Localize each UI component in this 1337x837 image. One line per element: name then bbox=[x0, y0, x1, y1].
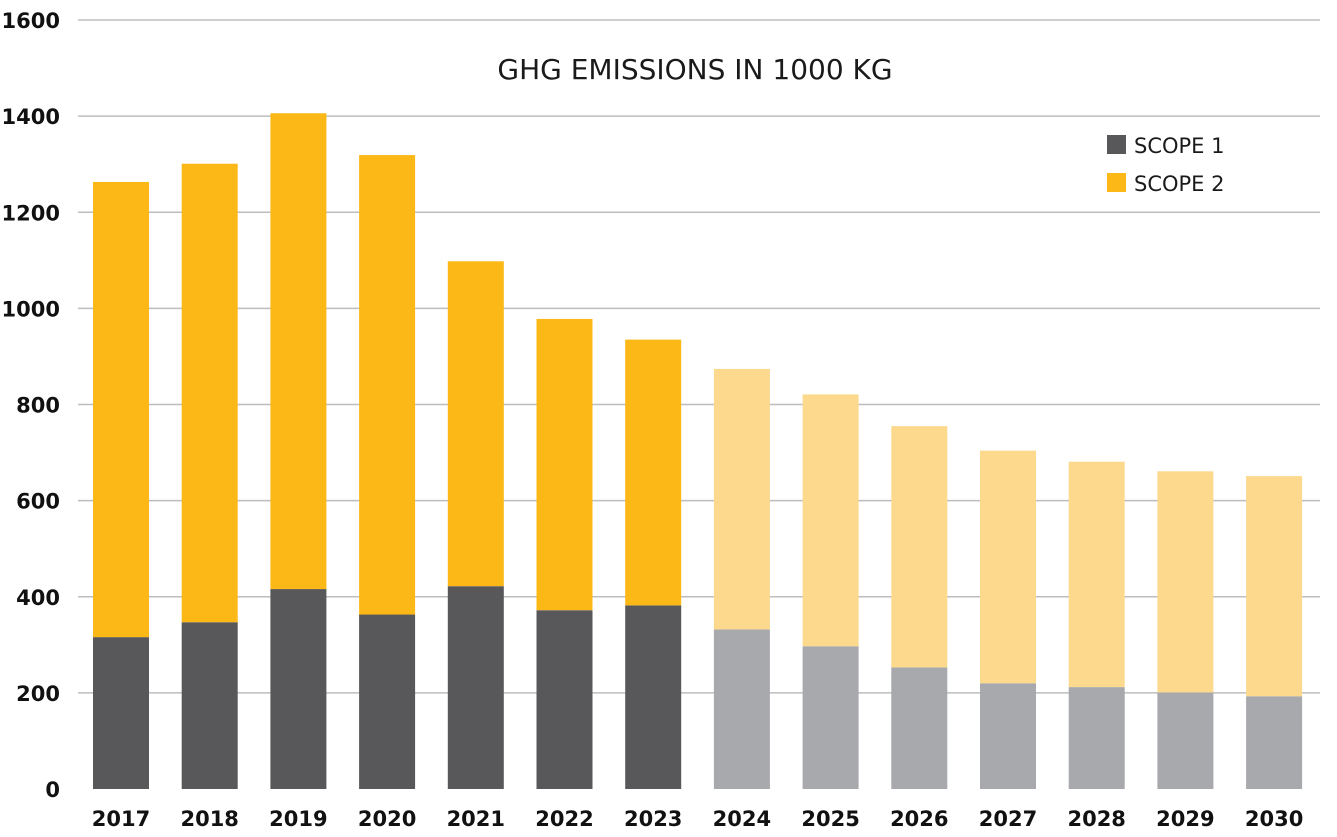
bar-scope-2-2023 bbox=[625, 339, 682, 606]
bar-scope-1-2023 bbox=[625, 605, 682, 789]
legend-label-scope-1: SCOPE 1 bbox=[1134, 134, 1225, 158]
gridlines bbox=[78, 19, 1320, 694]
x-tick-label: 2029 bbox=[1156, 807, 1214, 831]
y-tick-label: 800 bbox=[16, 394, 60, 418]
chart-title: GHG EMISSIONS IN 1000 KG bbox=[497, 53, 892, 86]
x-tick-label: 2018 bbox=[180, 807, 238, 831]
y-tick-label: 200 bbox=[16, 682, 60, 706]
bar-scope-2-2028 bbox=[1068, 461, 1125, 688]
bar-scope-1-2024 bbox=[713, 629, 770, 789]
bar-scope-1-2019 bbox=[270, 589, 327, 789]
x-tick-label: 2024 bbox=[713, 807, 771, 831]
y-tick-label: 600 bbox=[16, 490, 60, 514]
x-tick-label: 2027 bbox=[979, 807, 1037, 831]
bar-scope-1-2028 bbox=[1068, 687, 1125, 789]
bar-scope-2-2022 bbox=[536, 318, 593, 611]
y-tick-label: 1000 bbox=[2, 297, 60, 321]
x-tick-label: 2023 bbox=[624, 807, 682, 831]
bar-scope-1-2025 bbox=[802, 646, 859, 789]
y-tick-label: 1200 bbox=[2, 201, 60, 225]
bar-scope-2-2024 bbox=[713, 368, 770, 630]
y-tick-label: 0 bbox=[45, 778, 60, 802]
x-tick-label: 2017 bbox=[92, 807, 150, 831]
legend: SCOPE 1 SCOPE 2 bbox=[1107, 134, 1225, 196]
bar-scope-2-2030 bbox=[1246, 476, 1303, 697]
y-tick-label: 1400 bbox=[2, 105, 60, 129]
bars bbox=[93, 113, 1303, 789]
bar-scope-1-2029 bbox=[1157, 692, 1214, 789]
legend-label-scope-2: SCOPE 2 bbox=[1134, 172, 1225, 196]
bar-scope-1-2030 bbox=[1246, 696, 1303, 789]
x-tick-label: 2030 bbox=[1245, 807, 1303, 831]
y-axis-ticks: 0 200 400 600 800 1000 1200 1400 1600 bbox=[2, 9, 60, 802]
bar-scope-2-2021 bbox=[447, 261, 504, 587]
bar-scope-1-2018 bbox=[181, 622, 238, 789]
bar-scope-1-2021 bbox=[447, 586, 504, 789]
bar-scope-2-2029 bbox=[1157, 471, 1214, 693]
bar-scope-1-2020 bbox=[359, 614, 416, 789]
x-tick-label: 2028 bbox=[1067, 807, 1125, 831]
bar-scope-2-2019 bbox=[270, 113, 327, 590]
legend-swatch-scope-1 bbox=[1107, 135, 1126, 154]
x-tick-label: 2022 bbox=[535, 807, 593, 831]
x-tick-label: 2021 bbox=[447, 807, 505, 831]
bar-scope-2-2017 bbox=[93, 181, 149, 638]
y-tick-label: 400 bbox=[16, 586, 60, 610]
bar-scope-2-2018 bbox=[181, 163, 238, 623]
x-axis-ticks: 2017 2018 2019 2020 2021 2022 2023 2024 2025 2026… bbox=[92, 807, 1304, 831]
bar-scope-1-2022 bbox=[536, 610, 593, 789]
bar-scope-2-2026 bbox=[891, 426, 948, 668]
bar-scope-2-2020 bbox=[359, 155, 416, 615]
bar-scope-1-2026 bbox=[891, 667, 948, 789]
legend-swatch-scope-2 bbox=[1107, 173, 1126, 192]
x-tick-label: 2025 bbox=[801, 807, 859, 831]
x-tick-label: 2020 bbox=[358, 807, 416, 831]
bar-scope-2-2027 bbox=[980, 450, 1036, 684]
x-tick-label: 2019 bbox=[269, 807, 327, 831]
bar-scope-2-2025 bbox=[802, 394, 859, 647]
y-tick-label: 1600 bbox=[2, 9, 60, 33]
x-tick-label: 2026 bbox=[890, 807, 948, 831]
bar-scope-1-2017 bbox=[93, 637, 149, 789]
bar-scope-1-2027 bbox=[980, 683, 1036, 789]
